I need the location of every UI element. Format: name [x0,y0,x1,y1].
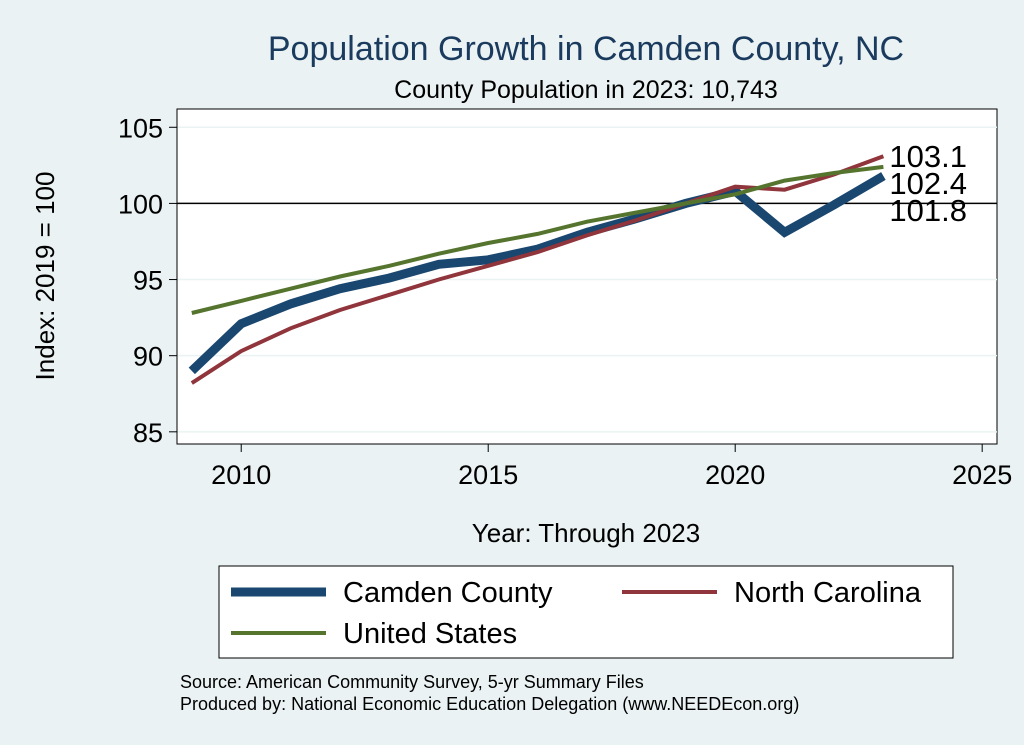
chart-title: Population Growth in Camden County, NC [268,30,904,68]
legend-label: North Carolina [734,577,922,609]
x-axis-label: Year: Through 2023 [472,518,700,548]
x-tick-label: 2010 [211,460,271,490]
x-tick-label: 2020 [705,460,765,490]
legend-box [218,565,954,659]
x-tick-label: 2015 [458,460,518,490]
x-axis: 2010 2015 2020 2025 [177,443,1012,490]
y-tick-label: 85 [133,418,163,448]
x-tick-label: 2025 [952,460,1012,490]
gridlines [177,126,997,433]
series-line-united-states [191,164,884,315]
producer-note: Produced by: National Economic Education… [180,694,799,714]
y-tick-label: 90 [133,342,163,372]
y-tick-label: 95 [133,266,163,296]
end-value-label: 103.1 [889,139,967,174]
y-tick-label: 105 [118,113,163,143]
series-line-camden-county [188,172,886,375]
legend-label: United States [343,618,517,650]
y-axis-label: Index: 2019 = 100 [30,172,60,381]
legend-label: Camden County [343,577,553,609]
legend: Camden County North Carolina United States [231,577,922,650]
series-lines [188,154,886,385]
chart-subtitle: County Population in 2023: 10,743 [394,76,778,104]
end-value-label: 102.4 [889,166,967,201]
end-value-label: 101.8 [889,193,967,228]
y-axis: 85 90 95 100 105 [118,109,178,448]
series-line-north-carolina [190,154,885,385]
source-note: Source: American Community Survey, 5-yr … [180,672,644,692]
y-tick-label: 100 [118,189,163,219]
